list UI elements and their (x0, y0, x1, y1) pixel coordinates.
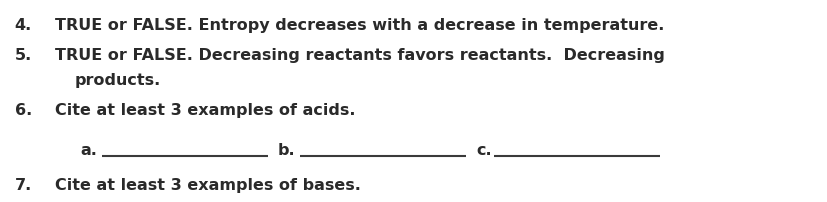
Text: Cite at least 3 examples of acids.: Cite at least 3 examples of acids. (55, 102, 355, 117)
Text: products.: products. (75, 73, 161, 87)
Text: 4.: 4. (15, 18, 32, 33)
Text: Cite at least 3 examples of bases.: Cite at least 3 examples of bases. (55, 177, 361, 192)
Text: 6.: 6. (15, 102, 32, 117)
Text: c.: c. (476, 142, 491, 157)
Text: TRUE or FALSE. Entropy decreases with a decrease in temperature.: TRUE or FALSE. Entropy decreases with a … (55, 18, 663, 33)
Text: b.: b. (278, 142, 295, 157)
Text: 5.: 5. (15, 48, 32, 63)
Text: a.: a. (80, 142, 97, 157)
Text: 7.: 7. (15, 177, 32, 192)
Text: TRUE or FALSE. Decreasing reactants favors reactants.  Decreasing: TRUE or FALSE. Decreasing reactants favo… (55, 48, 664, 63)
